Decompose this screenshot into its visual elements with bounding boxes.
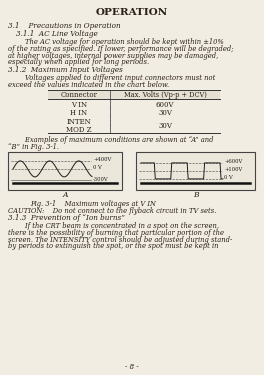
Text: +100V: +100V [224, 167, 242, 172]
Text: 30V: 30V [158, 109, 172, 117]
Text: 600V: 600V [156, 101, 174, 109]
Text: there is the possibility of burning that particular portion of the: there is the possibility of burning that… [8, 229, 224, 237]
Text: The AC voltage for operation should be kept within ±10%: The AC voltage for operation should be k… [8, 38, 224, 46]
Text: H IN: H IN [70, 109, 88, 117]
Bar [48, 90, 220, 99]
Text: CAUTION:    Do not connect to the flyback circuit in TV sets.: CAUTION: Do not connect to the flyback c… [8, 207, 216, 215]
Bar [136, 152, 255, 190]
Text: Max. Volts (Vp-p + DCV): Max. Volts (Vp-p + DCV) [124, 91, 206, 99]
Text: V IN: V IN [71, 101, 87, 109]
Text: at higher voltages, internal power supplies may be damaged,: at higher voltages, internal power suppl… [8, 52, 218, 60]
Text: 0 V: 0 V [224, 176, 233, 180]
Text: screen. The INTENSITY control should be adjusted during stand-: screen. The INTENSITY control should be … [8, 236, 232, 243]
Text: 3.1    Precautions in Operation: 3.1 Precautions in Operation [8, 22, 121, 30]
Text: +400V: +400V [93, 158, 111, 162]
Text: - 8 -: - 8 - [125, 363, 139, 371]
Text: 30V: 30V [158, 122, 172, 130]
Text: +600V: +600V [224, 159, 242, 164]
Text: Fig. 3-1    Maximum voltages at V IN: Fig. 3-1 Maximum voltages at V IN [30, 200, 156, 208]
Text: by periods to extinguish the spot, or the spot must be kept in: by periods to extinguish the spot, or th… [8, 242, 219, 250]
Text: Connector: Connector [60, 91, 97, 99]
Text: A: A [62, 191, 68, 200]
Text: B: B [193, 191, 198, 200]
Text: MOD Z: MOD Z [66, 126, 92, 134]
Text: INTEN: INTEN [67, 118, 91, 126]
Text: Voltages applied to different input connectors must not: Voltages applied to different input conn… [8, 74, 215, 82]
Text: 3.1.2  Maximum Input Voltages: 3.1.2 Maximum Input Voltages [8, 66, 123, 74]
Text: especially when applied for long periods.: especially when applied for long periods… [8, 58, 149, 66]
Text: Examples of maximum conditions are shown at “A” and: Examples of maximum conditions are shown… [8, 136, 214, 144]
Text: -300V: -300V [93, 177, 109, 182]
Text: 3.1.1  AC Line Voltage: 3.1.1 AC Line Voltage [16, 30, 98, 38]
Bar [8, 152, 122, 190]
Text: OPERATION: OPERATION [96, 8, 168, 17]
Text: 3.1.3  Prevention of “Ion burns”: 3.1.3 Prevention of “Ion burns” [8, 214, 125, 222]
Text: “B” in Fig. 3-1.: “B” in Fig. 3-1. [8, 143, 59, 151]
Text: 0 V: 0 V [93, 165, 102, 170]
Text: exceed the values indicated in the chart below.: exceed the values indicated in the chart… [8, 81, 169, 89]
Text: of the rating as specified. If lower, performance will be degraded;: of the rating as specified. If lower, pe… [8, 45, 233, 53]
Text: If the CRT beam is concentrated in a spot on the screen,: If the CRT beam is concentrated in a spo… [8, 222, 219, 230]
